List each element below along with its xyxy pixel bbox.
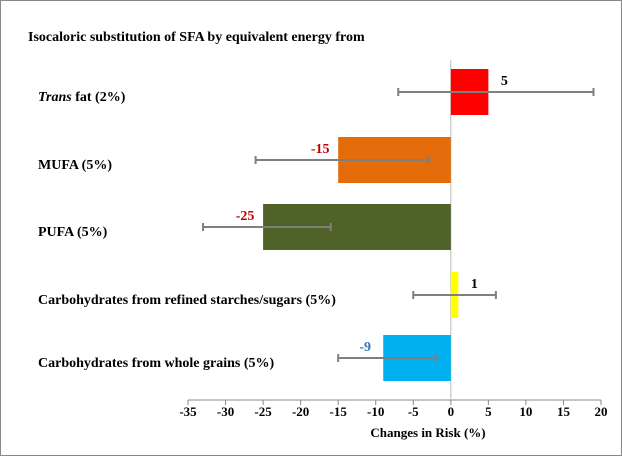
x-tick-label: 20: [595, 404, 608, 419]
value-label: -25: [236, 209, 255, 224]
x-tick-label: -30: [217, 404, 234, 419]
x-tick-label: 0: [448, 404, 455, 419]
x-tick-label: 5: [485, 404, 492, 419]
value-label: 1: [471, 277, 478, 292]
x-axis-label: Changes in Risk (%): [370, 425, 485, 440]
category-label: MUFA (5%): [38, 158, 112, 173]
x-tick-label: -15: [330, 404, 348, 419]
x-tick-label: -10: [367, 404, 384, 419]
x-tick-label: -5: [408, 404, 419, 419]
x-tick-label: -25: [254, 404, 272, 419]
category-label: PUFA (5%): [38, 225, 108, 240]
value-label: 5: [501, 74, 508, 89]
category-label: Trans fat (2%): [38, 90, 126, 105]
x-tick-label: -20: [292, 404, 309, 419]
category-label: Carbohydrates from whole grains (5%): [38, 356, 275, 371]
chart-title: Isocaloric substitution of SFA by equiva…: [28, 30, 365, 45]
x-tick-label: -35: [179, 404, 197, 419]
category-label: Carbohydrates from refined starches/suga…: [38, 293, 336, 308]
x-tick-label: 10: [519, 404, 532, 419]
value-label: -9: [359, 340, 371, 355]
value-label: -15: [311, 142, 330, 157]
x-tick-label: 15: [557, 404, 571, 419]
